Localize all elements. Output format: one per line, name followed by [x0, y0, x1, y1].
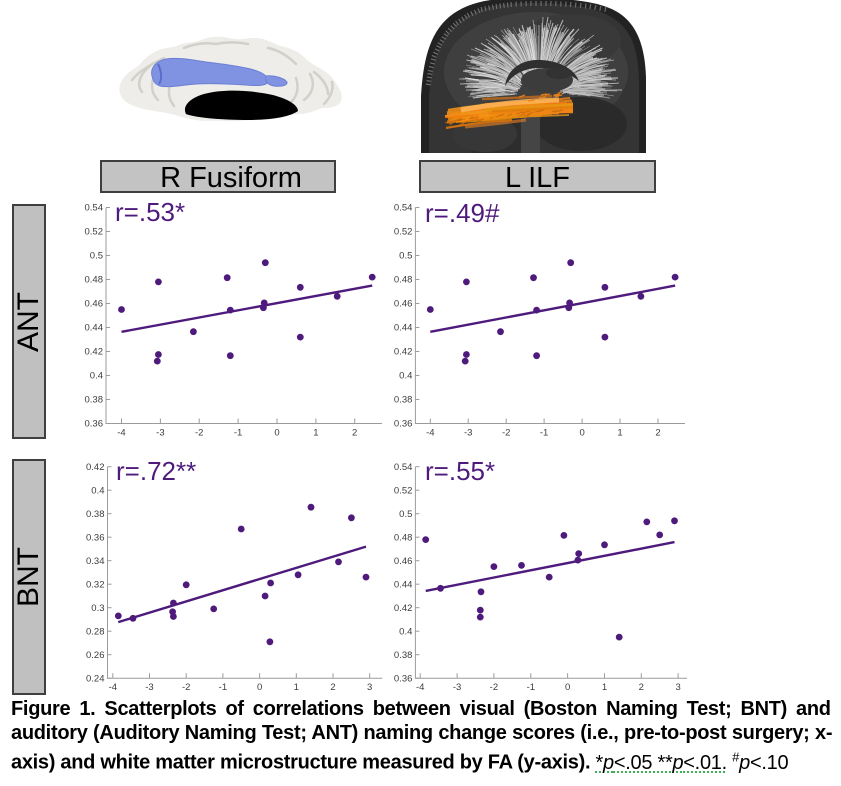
- svg-text:2: 2: [639, 682, 644, 693]
- svg-text:1: 1: [294, 682, 299, 693]
- svg-text:-1: -1: [219, 682, 227, 693]
- svg-text:0.48: 0.48: [85, 275, 104, 286]
- svg-text:-4: -4: [416, 682, 424, 693]
- svg-text:r=.53*: r=.53*: [115, 197, 185, 227]
- svg-text:0: 0: [579, 428, 584, 439]
- svg-text:0.42: 0.42: [394, 603, 413, 614]
- svg-text:0.52: 0.52: [394, 485, 413, 496]
- svg-text:0.54: 0.54: [394, 203, 413, 214]
- svg-text:0: 0: [565, 682, 570, 693]
- svg-text:0.48: 0.48: [394, 532, 413, 543]
- svg-text:-4: -4: [117, 428, 125, 439]
- svg-text:0.46: 0.46: [394, 299, 413, 310]
- svg-text:0.34: 0.34: [86, 556, 105, 567]
- svg-text:0.5: 0.5: [399, 251, 412, 262]
- svg-text:0.4: 0.4: [399, 371, 412, 382]
- svg-text:0.36: 0.36: [86, 532, 105, 543]
- svg-text:-1: -1: [540, 428, 548, 439]
- svg-text:-3: -3: [145, 682, 153, 693]
- svg-text:0.54: 0.54: [394, 462, 413, 473]
- svg-text:0.42: 0.42: [86, 462, 105, 473]
- svg-text:2: 2: [655, 428, 660, 439]
- svg-text:-2: -2: [502, 428, 510, 439]
- svg-text:0.52: 0.52: [394, 227, 413, 238]
- svg-text:1: 1: [617, 428, 622, 439]
- svg-text:0.36: 0.36: [85, 419, 104, 430]
- svg-text:0.42: 0.42: [394, 347, 413, 358]
- svg-text:0.36: 0.36: [394, 419, 413, 430]
- svg-text:0.5: 0.5: [399, 509, 412, 520]
- svg-text:0.54: 0.54: [85, 203, 104, 214]
- svg-text:0: 0: [257, 682, 262, 693]
- svg-text:1: 1: [313, 428, 318, 439]
- svg-text:0.5: 0.5: [90, 251, 103, 262]
- svg-text:0.26: 0.26: [86, 650, 105, 661]
- svg-text:3: 3: [367, 682, 372, 693]
- svg-text:-2: -2: [182, 682, 190, 693]
- svg-text:-1: -1: [234, 428, 242, 439]
- svg-text:0: 0: [274, 428, 279, 439]
- svg-text:-3: -3: [464, 428, 472, 439]
- svg-text:0.44: 0.44: [394, 323, 413, 334]
- svg-text:0.42: 0.42: [85, 347, 104, 358]
- svg-text:0.4: 0.4: [399, 626, 412, 637]
- svg-text:0.44: 0.44: [85, 323, 104, 334]
- svg-text:r=.72**: r=.72**: [116, 456, 196, 486]
- svg-text:0.38: 0.38: [85, 395, 104, 406]
- svg-text:-3: -3: [156, 428, 164, 439]
- svg-text:0.46: 0.46: [394, 556, 413, 567]
- svg-text:0.52: 0.52: [85, 227, 104, 238]
- svg-text:3: 3: [675, 682, 680, 693]
- svg-text:2: 2: [330, 682, 335, 693]
- svg-text:0.46: 0.46: [85, 299, 104, 310]
- svg-text:-3: -3: [453, 682, 461, 693]
- svg-text:-2: -2: [195, 428, 203, 439]
- svg-text:0.4: 0.4: [90, 371, 103, 382]
- svg-text:0.32: 0.32: [86, 579, 105, 590]
- svg-text:0.36: 0.36: [394, 673, 413, 684]
- svg-text:-4: -4: [109, 682, 117, 693]
- svg-text:0.3: 0.3: [91, 603, 104, 614]
- svg-text:0.4: 0.4: [91, 485, 104, 496]
- svg-text:2: 2: [352, 428, 357, 439]
- svg-text:0.24: 0.24: [86, 673, 105, 684]
- svg-text:0.38: 0.38: [86, 509, 105, 520]
- svg-text:0.28: 0.28: [86, 626, 105, 637]
- svg-text:-2: -2: [490, 682, 498, 693]
- svg-text:1: 1: [602, 682, 607, 693]
- svg-text:0.38: 0.38: [394, 395, 413, 406]
- svg-text:0.44: 0.44: [394, 579, 413, 590]
- svg-text:-1: -1: [527, 682, 535, 693]
- svg-text:0.38: 0.38: [394, 650, 413, 661]
- svg-text:r=.55*: r=.55*: [425, 456, 495, 486]
- svg-text:0.48: 0.48: [394, 275, 413, 286]
- svg-text:r=.49#: r=.49#: [425, 198, 500, 228]
- svg-text:-4: -4: [426, 428, 434, 439]
